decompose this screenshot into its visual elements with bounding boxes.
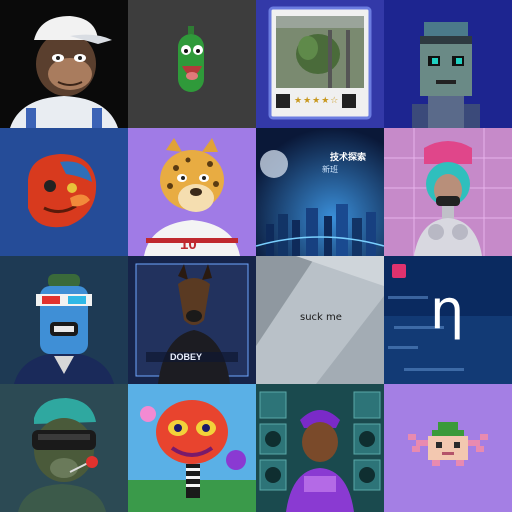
poster-caption: DOBEY (170, 352, 203, 362)
tile-ape-with-cap[interactable] (0, 0, 128, 128)
tile-dj-character[interactable] (256, 384, 384, 512)
tile-night-city-poster[interactable]: 技术探索 新班 (256, 128, 384, 256)
tile-leopard-jersey[interactable]: 10 (128, 128, 256, 256)
tile-pixel-punk[interactable] (384, 0, 512, 128)
vr-ape-image (0, 384, 128, 512)
cyber-girl-image (384, 128, 512, 256)
overlay-text: suck me (300, 312, 342, 323)
red-face-image (0, 128, 128, 256)
tile-eta-logo[interactable]: η (384, 256, 512, 384)
tile-cyber-girl[interactable] (384, 128, 512, 256)
leopard-image (128, 128, 256, 256)
colorful-painting-image (128, 384, 256, 512)
tile-ape-with-vr[interactable] (0, 384, 128, 512)
tile-doberman-poster[interactable]: DOBEY (128, 256, 256, 384)
tile-pickle-character[interactable] (128, 0, 256, 128)
pixel-punk-image (384, 0, 512, 128)
pickle-image (128, 0, 256, 128)
robot-image (0, 256, 128, 384)
jersey-number: 10 (180, 236, 197, 253)
poster-headline: 技术探索 (330, 153, 367, 163)
dj-image (256, 384, 384, 512)
tile-colorful-painting[interactable] (128, 384, 256, 512)
doberman-image (128, 256, 256, 384)
eta-symbol: η (430, 278, 465, 341)
rating-stars: ★★★★☆ (294, 96, 340, 106)
city-poster-image (256, 128, 384, 256)
ape-with-cap-image (0, 0, 128, 128)
tile-red-abstract-face[interactable] (0, 128, 128, 256)
axolotl-image (384, 384, 512, 512)
plant-card-image (256, 0, 384, 128)
poster-subline: 新班 (322, 165, 338, 174)
tile-plant-photo-card[interactable]: ★★★★☆ (256, 0, 384, 128)
tile-suck-me-text[interactable]: suck me (256, 256, 384, 384)
gray-geometric-image (256, 256, 384, 384)
tile-robot-3d-glasses[interactable] (0, 256, 128, 384)
eta-bg-image (384, 256, 512, 384)
tile-pixel-axolotl[interactable] (384, 384, 512, 512)
